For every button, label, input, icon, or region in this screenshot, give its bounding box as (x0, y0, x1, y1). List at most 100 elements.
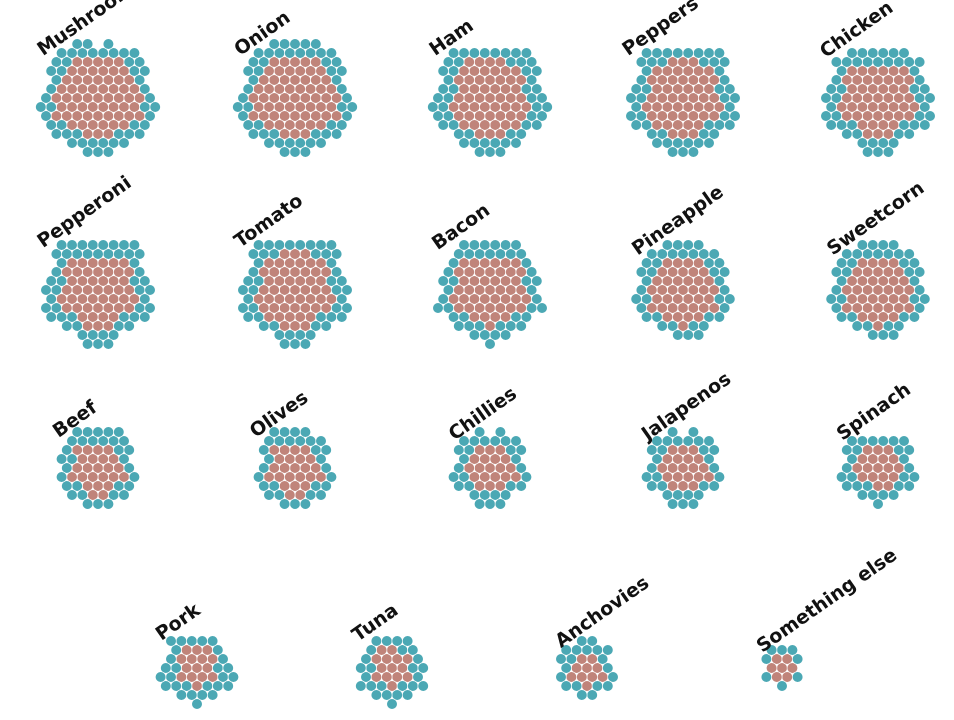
outer-dot-pork (155, 671, 167, 683)
topping-group-mushrooms: Mushrooms (33, 0, 161, 158)
outer-dot-anchovies (607, 671, 619, 683)
topping-group-chicken: Chicken (816, 0, 936, 158)
outer-dot-onion (331, 74, 343, 86)
outer-dot-tomato (336, 275, 348, 287)
outer-dot-bacon (442, 266, 455, 278)
outer-dot-olives (320, 444, 332, 456)
outer-dot-peppers (661, 47, 674, 59)
outer-dot-sweetcorn (913, 302, 926, 314)
outer-dot-pepperoni (102, 338, 114, 350)
outer-dot-bacon (484, 338, 496, 350)
outer-dot-peppers (640, 65, 653, 77)
outer-dot-chillies (520, 471, 533, 483)
outer-dot-sweetcorn (835, 311, 848, 323)
outer-dot-sweetcorn (877, 239, 889, 251)
topping-group-jalapenos: Jalapenos (636, 368, 735, 510)
outer-dot-chicken (830, 74, 843, 86)
outer-dot-pork (191, 698, 203, 710)
outer-dot-tomato (299, 338, 312, 350)
outer-dot-anchovies (596, 653, 609, 665)
outer-dot-onion (299, 38, 312, 50)
inner-dot-something-else (765, 662, 778, 674)
outer-dot-bacon (536, 302, 548, 314)
outer-dot-mushrooms (35, 101, 47, 113)
outer-dot-pineapple (682, 329, 694, 341)
outer-dot-mushrooms (81, 146, 94, 158)
outer-dot-chicken (872, 56, 884, 68)
outer-dot-jalapenos (646, 444, 658, 456)
outer-dot-ham (531, 119, 543, 131)
outer-dot-pineapple (635, 284, 648, 296)
outer-dot-bacon (489, 239, 501, 251)
outer-dot-mushrooms (97, 47, 109, 59)
inner-dot-onion (289, 56, 301, 68)
outer-dot-peppers (635, 56, 648, 68)
outer-dot-pineapple (718, 302, 731, 314)
outer-dot-olives (320, 462, 332, 474)
outer-dot-olives (258, 480, 270, 492)
outer-dot-onion (341, 92, 353, 104)
outer-dot-chillies (510, 435, 522, 447)
outer-dot-tuna (412, 671, 424, 683)
outer-dot-pepperoni (40, 284, 52, 296)
outer-dot-chicken (867, 47, 879, 59)
outer-dot-pepperoni (134, 248, 146, 260)
outer-dot-spinach (898, 435, 910, 447)
outer-dot-olives (263, 489, 275, 501)
outer-dot-spinach (887, 435, 900, 447)
inner-dot-tomato (289, 248, 301, 260)
outer-dot-chillies (458, 435, 470, 447)
outer-dot-beef (61, 462, 73, 474)
outer-dot-sweetcorn (887, 239, 900, 251)
topping-group-tuna: Tuna (348, 599, 429, 710)
outer-dot-sweetcorn (867, 239, 879, 251)
outer-dot-beef (61, 480, 73, 492)
outer-dot-chillies (500, 489, 512, 501)
outer-dot-peppers (625, 92, 637, 104)
outer-dot-beef (123, 462, 135, 474)
outer-dot-tomato (263, 239, 275, 251)
outer-dot-jalapenos (703, 453, 715, 465)
outer-dot-bacon (500, 329, 512, 341)
outer-dot-jalapenos (703, 435, 715, 447)
outer-dot-mushrooms (50, 74, 63, 86)
inner-dot-peppers (677, 56, 689, 68)
outer-dot-peppers (666, 146, 679, 158)
outer-dot-peppers (651, 47, 663, 59)
outer-dot-chicken (908, 65, 921, 77)
outer-dot-sweetcorn (908, 275, 921, 287)
outer-dot-chicken (856, 137, 869, 149)
outer-dot-ham (510, 47, 522, 59)
outer-dot-beef (118, 435, 130, 447)
outer-dot-onion (331, 56, 343, 68)
outer-dot-spinach (898, 453, 910, 465)
topping-group-pepperoni: Pepperoni (33, 172, 156, 350)
outer-dot-pepperoni (118, 239, 130, 251)
outer-dot-chillies (515, 480, 527, 492)
outer-dot-spinach (887, 489, 900, 501)
outer-dot-peppers (703, 47, 715, 59)
topping-group-tomato: Tomato (230, 189, 353, 350)
label-jalapenos: Jalapenos (636, 368, 735, 447)
outer-dot-anchovies (602, 680, 614, 692)
outer-dot-mushrooms (139, 65, 151, 77)
outer-dot-pork (160, 680, 172, 692)
outer-dot-chicken (861, 146, 874, 158)
outer-dot-sweetcorn (919, 293, 931, 305)
outer-dot-jalapenos (687, 498, 700, 510)
outer-dot-tomato (242, 275, 254, 287)
outer-dot-chicken (913, 56, 926, 68)
outer-dot-peppers (630, 119, 642, 131)
outer-dot-mushrooms (102, 38, 114, 50)
outer-dot-tuna (370, 635, 383, 647)
outer-dot-onion (247, 74, 259, 86)
outer-dot-pineapple (635, 266, 648, 278)
outer-dot-onion (315, 137, 327, 149)
outer-dot-beef (61, 444, 73, 456)
outer-dot-tomato (253, 239, 265, 251)
outer-dot-chillies (515, 444, 527, 456)
outer-dot-mushrooms (134, 74, 146, 86)
label-something-else: Something else (753, 544, 902, 657)
outer-dot-tomato (336, 311, 348, 323)
